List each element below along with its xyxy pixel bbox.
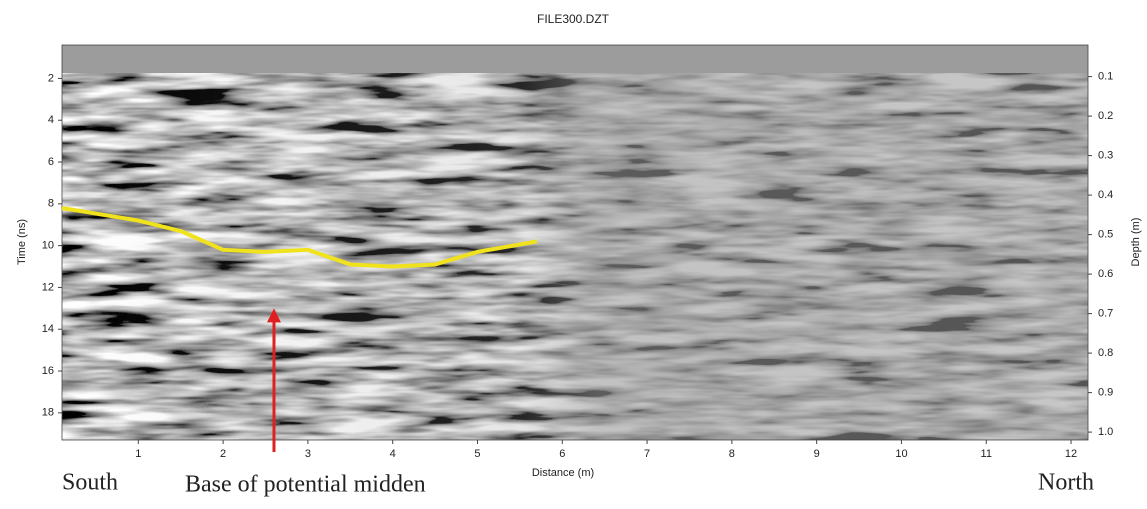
x-tick-label: 5 [474, 448, 480, 460]
chart-title: FILE300.DZT [537, 12, 610, 26]
x-tick-label: 9 [814, 448, 820, 460]
y2-tick-label: 0.4 [1098, 189, 1113, 201]
south-label: South [62, 470, 118, 496]
y-tick-label: 18 [42, 407, 54, 419]
y-tick-label: 2 [48, 72, 54, 84]
y2-tick-label: 1.0 [1098, 426, 1113, 438]
arrow-head [266, 308, 281, 323]
x-axis-label: Distance (m) [532, 467, 594, 479]
radargram-image [62, 45, 1088, 440]
x-tick-label: 2 [220, 448, 226, 460]
arrow-label: Base of potential midden [185, 472, 426, 498]
y-tick-label: 10 [42, 240, 54, 252]
x-tick-label: 7 [644, 448, 650, 460]
y2-tick-label: 0.2 [1098, 110, 1113, 122]
y2-tick-label: 0.1 [1098, 71, 1113, 83]
y2-tick-label: 0.7 [1098, 308, 1113, 320]
y-tick-label: 6 [48, 156, 54, 168]
y2-tick-label: 0.6 [1098, 268, 1113, 280]
x-tick-label: 8 [729, 448, 735, 460]
y2-tick-label: 0.5 [1098, 229, 1113, 241]
y-tick-label: 4 [48, 114, 54, 126]
x-tick-label: 10 [895, 448, 907, 460]
y-tick-label: 8 [48, 198, 54, 210]
x-tick-label: 11 [981, 448, 992, 460]
x-tick-label: 6 [559, 448, 565, 460]
y2-tick-label: 0.8 [1098, 347, 1113, 359]
horizon-line [61, 206, 538, 269]
y-tick-label: 16 [42, 365, 54, 377]
x-tick-label: 4 [390, 448, 396, 460]
plot-frame [61, 44, 1089, 441]
x-tick-label: 12 [1065, 448, 1077, 460]
y2-axis-label: Depth (m) [1130, 218, 1142, 267]
x-tick-label: 3 [305, 448, 311, 460]
y-axis-label: Time (ns) [16, 219, 28, 265]
y2-tick-label: 0.9 [1098, 387, 1113, 399]
y-tick-label: 14 [42, 323, 54, 335]
y2-tick-label: 0.3 [1098, 150, 1113, 162]
y-tick-label: 12 [42, 281, 54, 293]
x-tick-label: 1 [135, 448, 141, 460]
north-label: North [1038, 470, 1094, 496]
